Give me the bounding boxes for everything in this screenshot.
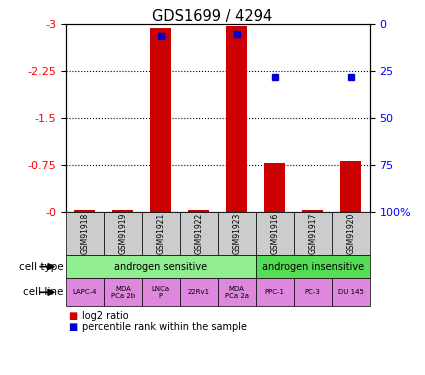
Text: GSM91916: GSM91916 [270, 213, 279, 254]
Bar [112, 210, 133, 212]
Text: GSM91919: GSM91919 [118, 213, 127, 254]
Text: 22Rv1: 22Rv1 [188, 290, 210, 296]
Text: ■: ■ [68, 311, 77, 321]
Text: log2 ratio: log2 ratio [82, 311, 129, 321]
Bar [188, 210, 209, 212]
Bar [264, 163, 285, 212]
Text: LAPC-4: LAPC-4 [73, 290, 97, 296]
Text: cell type: cell type [19, 262, 64, 272]
Text: GSM91918: GSM91918 [80, 213, 89, 254]
Bar [150, 27, 171, 212]
Text: GSM91923: GSM91923 [232, 213, 241, 254]
Text: PPC-1: PPC-1 [265, 290, 285, 296]
Text: androgen sensitive: androgen sensitive [114, 262, 207, 272]
Text: DU 145: DU 145 [338, 290, 364, 296]
Text: PC-3: PC-3 [305, 290, 321, 296]
Text: ■: ■ [68, 322, 77, 332]
Text: cell line: cell line [23, 287, 64, 297]
Text: GSM91921: GSM91921 [156, 213, 165, 254]
Bar [227, 26, 247, 212]
Text: androgen insensitive: androgen insensitive [262, 262, 364, 272]
Text: MDA
PCa 2a: MDA PCa 2a [225, 286, 249, 299]
Bar [74, 210, 95, 212]
Text: GSM91922: GSM91922 [194, 213, 203, 254]
Text: LNCa
P: LNCa P [152, 286, 170, 299]
Text: MDA
PCa 2b: MDA PCa 2b [111, 286, 135, 299]
Text: percentile rank within the sample: percentile rank within the sample [82, 322, 247, 332]
Text: GSM91920: GSM91920 [346, 213, 355, 254]
Bar [340, 160, 361, 212]
Text: GSM91917: GSM91917 [308, 213, 317, 254]
Text: GDS1699 / 4294: GDS1699 / 4294 [153, 9, 272, 24]
Bar [302, 210, 323, 212]
